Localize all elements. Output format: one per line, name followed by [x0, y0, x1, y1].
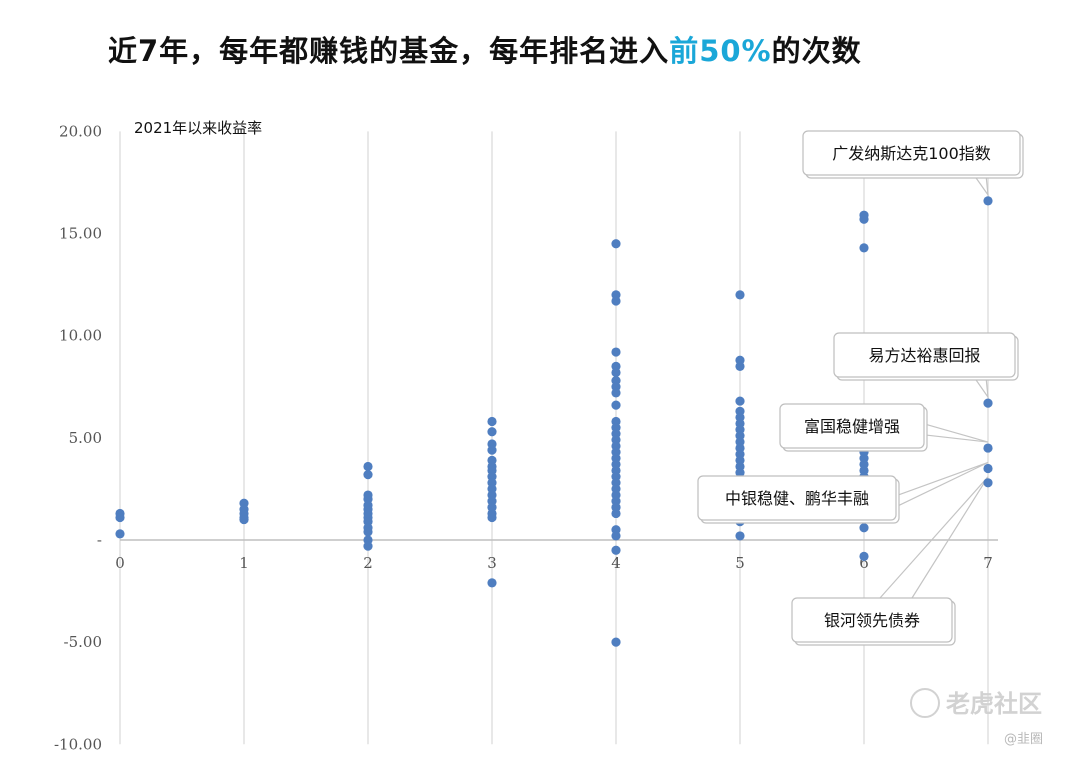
- data-point: [735, 290, 745, 300]
- data-point: [487, 512, 497, 523]
- data-point: [487, 578, 497, 588]
- x-tick-label: 4: [611, 554, 621, 572]
- watermark-text: 老虎社区: [946, 690, 1042, 718]
- data-point: [983, 398, 993, 408]
- callout-frame: [802, 130, 1021, 176]
- x-tick-label: 1: [239, 554, 249, 572]
- callout-label: 广发纳斯达克100指数: [832, 144, 991, 163]
- title-text-before: 近7年，每年都赚钱的基金，每年排名进入: [108, 34, 670, 68]
- chart-title: 近7年，每年都赚钱的基金，每年排名进入前50%的次数: [108, 28, 862, 70]
- x-tick-label: 2: [363, 554, 373, 572]
- callout-leader: [923, 423, 989, 443]
- data-point: [735, 396, 745, 406]
- title-highlight: 前50%: [669, 34, 772, 68]
- callout-leader: [973, 376, 989, 400]
- data-point: [611, 347, 621, 357]
- callout-leader: [895, 461, 989, 508]
- callout-leader: [973, 174, 989, 198]
- data-point: [487, 445, 497, 455]
- data-point: [487, 416, 497, 427]
- y-axis-label: 2021年以来收益率: [134, 119, 262, 137]
- data-point: [983, 478, 993, 488]
- data-point: [983, 463, 993, 474]
- callout-label: 中银稳健、鹏华丰融: [725, 489, 869, 508]
- data-point: [859, 243, 869, 253]
- y-tick-label: -: [97, 531, 102, 549]
- x-tick-label: 0: [115, 554, 125, 572]
- data-point: [611, 388, 621, 398]
- data-point: [611, 400, 621, 410]
- y-tick-label: -10.00: [54, 735, 102, 753]
- y-tick-label: -5.00: [64, 633, 102, 651]
- data-point: [611, 367, 621, 378]
- data-point: [115, 529, 125, 539]
- data-point: [611, 239, 621, 249]
- callout-label: 富国稳健增强: [804, 417, 900, 436]
- data-point: [611, 545, 621, 555]
- data-point: [611, 637, 621, 647]
- data-point: [487, 427, 497, 437]
- watermark-handle: @韭圈: [1004, 732, 1044, 747]
- data-point: [983, 443, 993, 453]
- data-point: [115, 512, 125, 523]
- y-tick-label: 10.00: [59, 327, 102, 345]
- tiger-logo-icon: [910, 688, 940, 718]
- data-point: [363, 461, 373, 472]
- data-point: [735, 361, 745, 371]
- callout-frame: [791, 597, 953, 643]
- data-point: [239, 514, 249, 525]
- data-point: [983, 196, 993, 206]
- callout-box: 银河领先债券: [791, 597, 956, 646]
- y-tick-label: 15.00: [59, 225, 102, 243]
- data-point: [363, 541, 373, 551]
- callout-box: 富国稳健增强: [779, 403, 928, 452]
- callout-label: 易方达裕惠回报: [868, 346, 980, 365]
- callout-leader: [879, 476, 989, 599]
- callout-leaders: [879, 174, 989, 599]
- data-point: [735, 531, 745, 541]
- callout-frame: [697, 475, 897, 521]
- x-tick-label: 5: [735, 554, 745, 572]
- callout-box: 中银稳健、鹏华丰融: [697, 475, 900, 524]
- x-axis-ticks: 0 1 2 3 4 5 6 7: [115, 554, 993, 572]
- data-point: [859, 214, 869, 224]
- x-tick-label: 3: [487, 554, 497, 572]
- watermark: 老虎社区: [910, 684, 1042, 720]
- callout-label: 银河领先债券: [824, 611, 920, 630]
- callout-frame: [833, 332, 1016, 378]
- x-tick-label: 7: [983, 554, 993, 572]
- data-point: [363, 527, 373, 537]
- data-point: [611, 531, 621, 541]
- data-point: [859, 523, 869, 533]
- y-axis-ticks: 20.00 15.00 10.00 5.00 - -5.00 -10.00: [54, 122, 102, 753]
- y-tick-label: 5.00: [69, 429, 102, 447]
- callout-box: 易方达裕惠回报: [833, 332, 1019, 381]
- data-point: [611, 508, 621, 519]
- y-tick-label: 20.00: [59, 122, 102, 140]
- x-tick-label: 6: [859, 554, 869, 572]
- title-text-after: 的次数: [771, 34, 862, 68]
- data-point: [363, 470, 373, 480]
- callout-frame: [779, 403, 925, 449]
- callout-box: 广发纳斯达克100指数: [802, 130, 1024, 179]
- data-point: [611, 296, 621, 306]
- data-point: [859, 551, 869, 561]
- data-points: [115, 196, 993, 647]
